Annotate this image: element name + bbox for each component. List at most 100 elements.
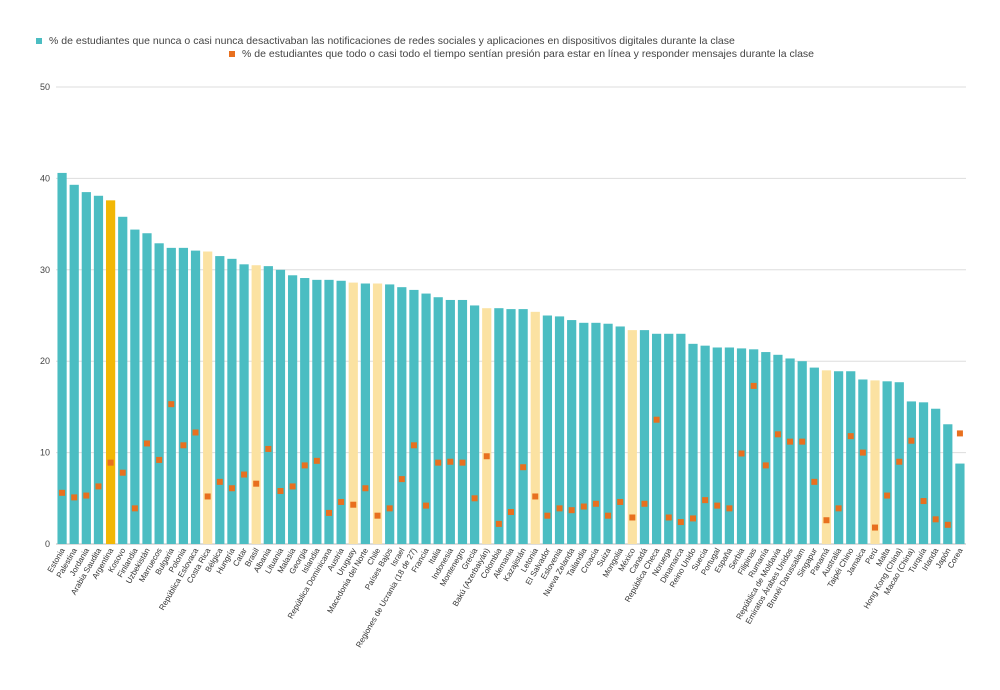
bar	[639, 330, 650, 544]
bar	[749, 349, 759, 544]
bar	[688, 343, 698, 544]
marker-point	[823, 517, 830, 524]
marker-point	[762, 462, 769, 469]
marker-point	[410, 442, 417, 449]
marker-point	[799, 438, 806, 445]
marker-point	[253, 480, 260, 487]
marker-point	[629, 514, 636, 521]
bar	[518, 309, 528, 544]
marker-point	[447, 458, 454, 465]
marker-point	[641, 500, 648, 507]
marker-point	[884, 492, 891, 499]
marker-point	[956, 430, 963, 437]
legend-swatch-marker	[229, 51, 235, 57]
bar	[324, 279, 334, 544]
bar	[809, 367, 819, 544]
bar	[579, 322, 589, 544]
bar	[651, 333, 662, 544]
bar	[178, 247, 189, 545]
marker-point	[568, 507, 575, 514]
marker-point	[326, 509, 332, 516]
marker-point	[277, 487, 284, 494]
marker-point	[872, 524, 878, 531]
y-tick-label: 30	[40, 265, 50, 275]
bar	[712, 347, 722, 544]
bar	[506, 309, 516, 544]
bar	[494, 308, 504, 544]
bar	[627, 330, 637, 544]
bar	[287, 275, 298, 544]
marker-point	[896, 458, 903, 465]
marker-point	[580, 503, 587, 510]
bar	[603, 323, 613, 544]
legend: % de estudiantes que nunca o casi nunca …	[0, 0, 1000, 70]
y-tick-label: 40	[40, 173, 50, 183]
marker-point	[216, 478, 223, 485]
bar	[906, 401, 917, 544]
bar	[955, 463, 965, 544]
bar	[227, 258, 237, 544]
marker-point	[265, 445, 272, 452]
marker-point	[471, 495, 478, 502]
marker-point	[423, 502, 430, 509]
bar	[312, 279, 322, 544]
marker-point	[95, 483, 102, 490]
bar	[736, 348, 747, 544]
bar	[567, 320, 577, 544]
bar	[554, 316, 565, 544]
bar	[409, 289, 419, 544]
marker-point	[59, 489, 66, 496]
bar	[943, 424, 953, 544]
bar	[69, 184, 79, 545]
bar	[858, 379, 868, 544]
bar	[348, 282, 358, 544]
bar	[300, 278, 310, 544]
y-tick-label: 0	[45, 539, 50, 549]
marker-point	[944, 521, 951, 528]
bar	[542, 315, 553, 544]
marker-point	[774, 431, 781, 438]
bar	[336, 280, 346, 544]
bar	[615, 326, 625, 544]
marker-point	[787, 438, 794, 445]
marker-point	[811, 478, 818, 485]
marker-point	[665, 514, 672, 521]
bar	[761, 352, 771, 544]
marker-point	[435, 459, 442, 466]
bar	[421, 293, 431, 544]
marker-point	[71, 494, 78, 501]
marker-point	[532, 493, 539, 500]
y-tick-label: 10	[40, 448, 50, 458]
bar	[118, 216, 128, 545]
bar	[215, 256, 225, 544]
marker-point	[726, 505, 733, 512]
legend-label-pressure: % de estudiantes que todo o casi todo el…	[242, 48, 815, 60]
bar	[821, 370, 832, 544]
marker-point	[374, 512, 381, 519]
marker-point	[835, 505, 842, 512]
bar	[130, 229, 140, 544]
marker-point	[459, 459, 466, 466]
bar	[882, 381, 892, 544]
bar	[833, 371, 844, 544]
marker-point	[544, 512, 551, 519]
marker-point	[520, 464, 527, 471]
marker-point	[908, 437, 915, 444]
marker-point	[398, 476, 405, 483]
bar	[154, 243, 164, 545]
bar	[469, 305, 480, 544]
bar	[203, 251, 213, 544]
bar	[57, 172, 67, 545]
marker-point	[156, 456, 163, 463]
marker-point	[714, 502, 721, 509]
bar	[239, 264, 249, 544]
marker-point	[107, 459, 114, 466]
bar	[445, 299, 455, 544]
marker-point	[508, 509, 514, 516]
marker-point	[144, 440, 150, 447]
bar	[724, 347, 735, 544]
marker-point	[592, 500, 599, 507]
marker-point	[192, 429, 199, 436]
marker-point	[677, 519, 684, 526]
